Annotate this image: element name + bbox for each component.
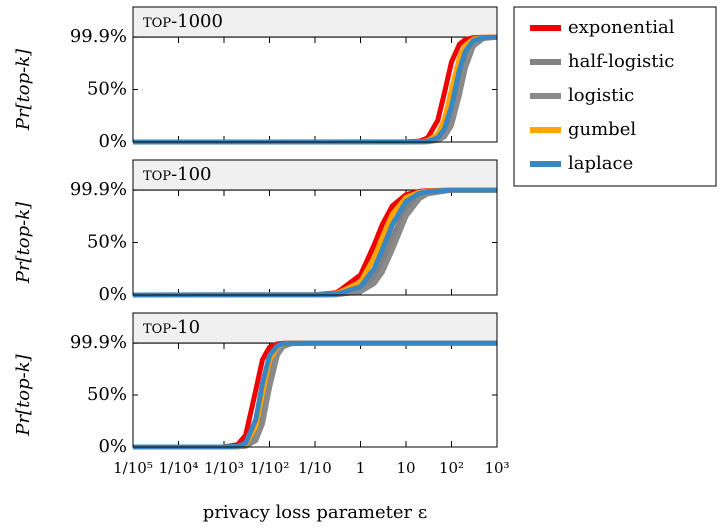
x-tick-label: 10 <box>396 459 415 477</box>
y-tick-label: 50% <box>87 384 127 405</box>
y-tick-label: 50% <box>87 79 127 100</box>
panel-title: top-1000 <box>143 11 223 32</box>
y-tick-label: 50% <box>87 232 127 253</box>
x-axis-label: privacy loss parameter ε <box>203 502 427 523</box>
y-tick-label: 0% <box>98 284 127 305</box>
x-tick-label: 10² <box>439 459 464 477</box>
panel-title: top-10 <box>143 317 200 338</box>
y-axis-label: Pr[top-k] <box>13 353 34 436</box>
plot-border <box>132 6 498 143</box>
x-tick-label: 1 <box>356 459 366 477</box>
x-tick-label: 1/10² <box>250 459 290 477</box>
panel-title: top-100 <box>143 164 212 185</box>
series-line <box>132 187 497 298</box>
title-box <box>132 6 498 38</box>
y-axis-label: Pr[top-k] <box>13 48 34 131</box>
y-tick-label: 99.9% <box>70 179 127 200</box>
x-tick-label: 1/10⁴ <box>159 459 199 477</box>
legend-label: gumbel <box>568 119 636 140</box>
x-tick-label: 1/10³ <box>204 459 244 477</box>
y-tick-label: 0% <box>98 436 127 457</box>
plot-border <box>132 159 498 296</box>
y-tick-label: 99.9% <box>70 332 127 353</box>
plot-border <box>132 312 498 448</box>
title-box <box>132 159 498 191</box>
x-tick-label: 10³ <box>484 459 509 477</box>
x-tick-label: 1/10⁵ <box>113 459 153 477</box>
legend-label: half-logistic <box>568 51 674 72</box>
x-tick-label: 1/10 <box>298 459 332 477</box>
series-line <box>133 340 497 450</box>
y-tick-label: 99.9% <box>70 26 127 47</box>
y-axis-label: Pr[top-k] <box>13 201 34 284</box>
legend-label: laplace <box>568 153 633 174</box>
legend-label: logistic <box>568 85 634 106</box>
y-tick-label: 0% <box>98 131 127 152</box>
legend-label: exponential <box>568 17 675 38</box>
